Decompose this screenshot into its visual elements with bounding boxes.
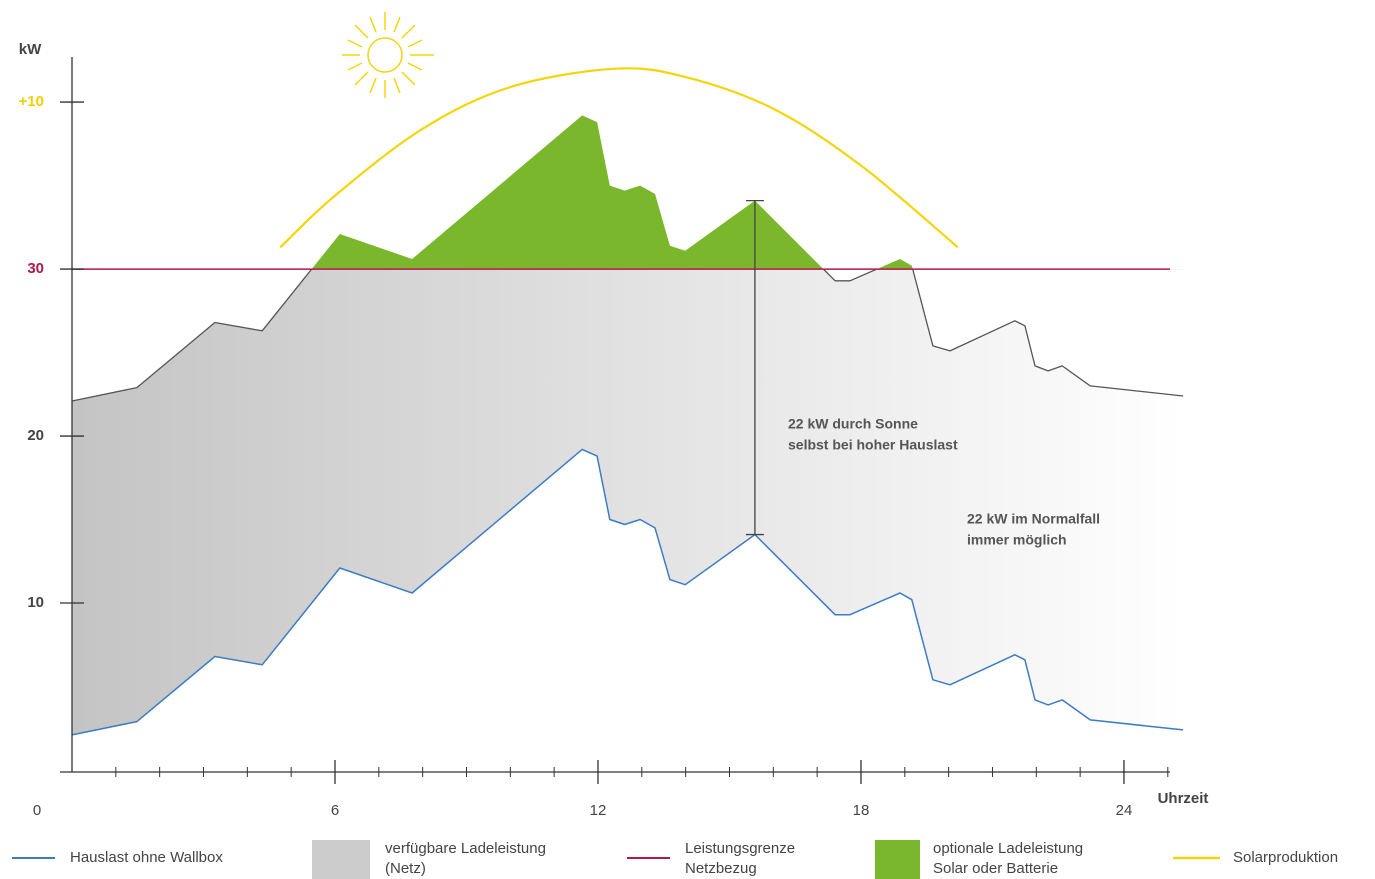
house-load-line <box>71 448 1184 736</box>
x-tick-label: 6 <box>331 802 339 819</box>
available-area <box>72 269 1184 735</box>
legend-label: Leistungsgrenze <box>685 840 795 857</box>
legend-label: optionale Ladeleistung <box>933 840 1083 857</box>
legend-label: (Netz) <box>385 860 426 877</box>
legend-label: Hauslast ohne Wallbox <box>70 849 223 866</box>
legend-label: Solarproduktion <box>1233 849 1338 866</box>
annotation: 22 kW durch Sonne <box>788 416 918 432</box>
x-tick-label: 18 <box>853 802 870 819</box>
sun-icon <box>342 12 434 98</box>
x-tick-label: 0 <box>33 802 41 819</box>
legend-label: Netzbezug <box>685 860 757 877</box>
legend-label: Solar oder Batterie <box>933 860 1058 877</box>
available-line <box>71 269 1184 402</box>
annotation: selbst bei hoher Hauslast <box>788 437 958 453</box>
annotation: immer möglich <box>967 532 1067 548</box>
legend-swatch <box>875 840 920 879</box>
legend-label: verfügbare Ladeleistung <box>385 840 546 857</box>
optional-area <box>311 115 913 270</box>
y-axis-label: kW <box>19 41 42 58</box>
x-tick-label: 12 <box>590 802 607 819</box>
y-tick-label: 10 <box>27 594 44 611</box>
x-tick-label: 24 <box>1116 802 1133 819</box>
solar-line <box>279 67 959 249</box>
y-tick-label: 30 <box>27 260 44 277</box>
y-tick-label: 20 <box>27 427 44 444</box>
legend-swatch <box>312 840 370 879</box>
x-axis-label: Uhrzeit <box>1158 790 1209 807</box>
annotation: 22 kW im Normalfall <box>967 511 1100 527</box>
y-tick-label: +10 <box>19 93 44 110</box>
